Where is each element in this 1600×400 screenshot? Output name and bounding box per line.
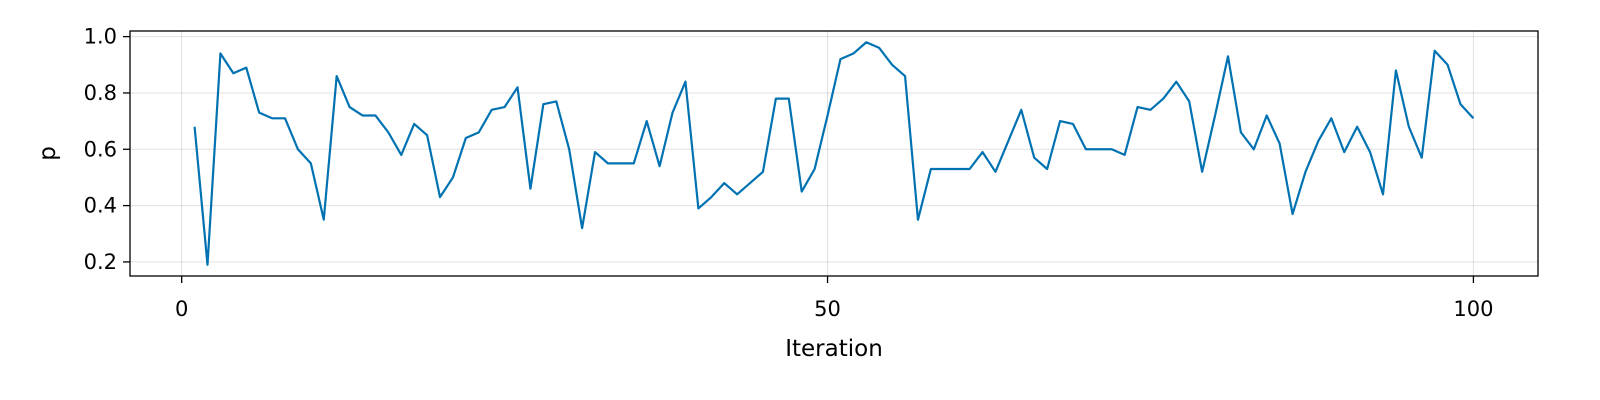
y-tick-label: 0.6	[84, 137, 117, 161]
y-tick-label: 0.4	[84, 194, 117, 218]
x-tick-label: 100	[1453, 297, 1493, 321]
x-axis-ticks: 0 50 100	[175, 276, 1493, 321]
y-tick-label: 0.8	[84, 81, 117, 105]
x-tick-label: 0	[175, 297, 188, 321]
y-tick-label: 1.0	[84, 25, 117, 49]
x-tick-label: 50	[814, 297, 841, 321]
y-tick-label: 0.2	[84, 250, 117, 274]
y-axis-ticks: 0.2 0.4 0.6 0.8 1.0	[84, 25, 130, 274]
grid-lines	[130, 31, 1538, 276]
x-axis-label: Iteration	[785, 336, 883, 362]
series-layer	[193, 41, 1475, 266]
series-line-0	[193, 41, 1475, 266]
plot-frame	[129, 30, 1539, 277]
y-axis-label: p	[35, 146, 61, 161]
